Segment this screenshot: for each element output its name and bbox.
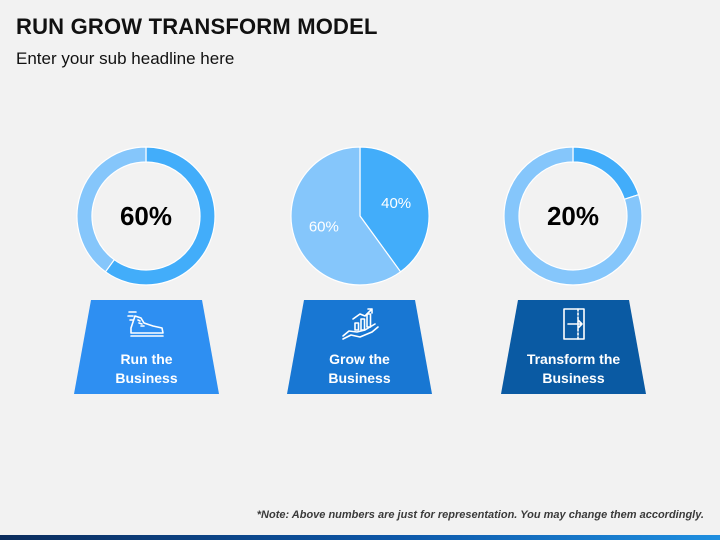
run-card-label-line2: Business bbox=[115, 370, 178, 386]
bottom-accent-bar bbox=[0, 535, 720, 540]
door-exit-icon bbox=[554, 306, 594, 342]
page-subtitle: Enter your sub headline here bbox=[16, 49, 235, 68]
transform-card: Transform the Business bbox=[501, 300, 646, 394]
transform-donut-svg bbox=[503, 146, 643, 286]
transform-card-label-line1: Transform the bbox=[526, 351, 621, 367]
transform-donut-chart: 20% bbox=[503, 146, 643, 286]
grow-slice-label-0: 40% bbox=[381, 195, 411, 212]
grow-slice-0 bbox=[359, 146, 430, 273]
run-slice-1 bbox=[76, 146, 147, 273]
run-donut-chart: 60% bbox=[76, 146, 216, 286]
grow-card: Grow the Business bbox=[287, 300, 432, 394]
grow-pie-chart: 40% 60% bbox=[290, 146, 430, 286]
transform-card-label-line2: Business bbox=[542, 370, 605, 386]
grow-card-label-line1: Grow the bbox=[329, 351, 390, 367]
transform-donut-center-label: 20% bbox=[546, 200, 600, 231]
page-title: RUN GROW TRANSFORM MODEL bbox=[16, 14, 378, 39]
run-card-label-line1: Run the bbox=[120, 351, 173, 367]
footnote: *Note: Above numbers are just for repres… bbox=[256, 509, 704, 521]
hand-growth-chart-icon bbox=[340, 306, 380, 342]
run-donut-center-label: 60% bbox=[119, 200, 173, 231]
transform-slice-1 bbox=[503, 146, 643, 286]
grow-slice-label-1: 60% bbox=[309, 219, 339, 236]
grow-pie-svg: 40% 60% bbox=[290, 146, 430, 286]
run-donut-svg bbox=[76, 146, 216, 286]
grow-card-label-line2: Business bbox=[328, 370, 391, 386]
run-card: Run the Business bbox=[74, 300, 219, 394]
grow-slice-1 bbox=[290, 146, 402, 286]
running-shoe-icon bbox=[126, 306, 167, 342]
